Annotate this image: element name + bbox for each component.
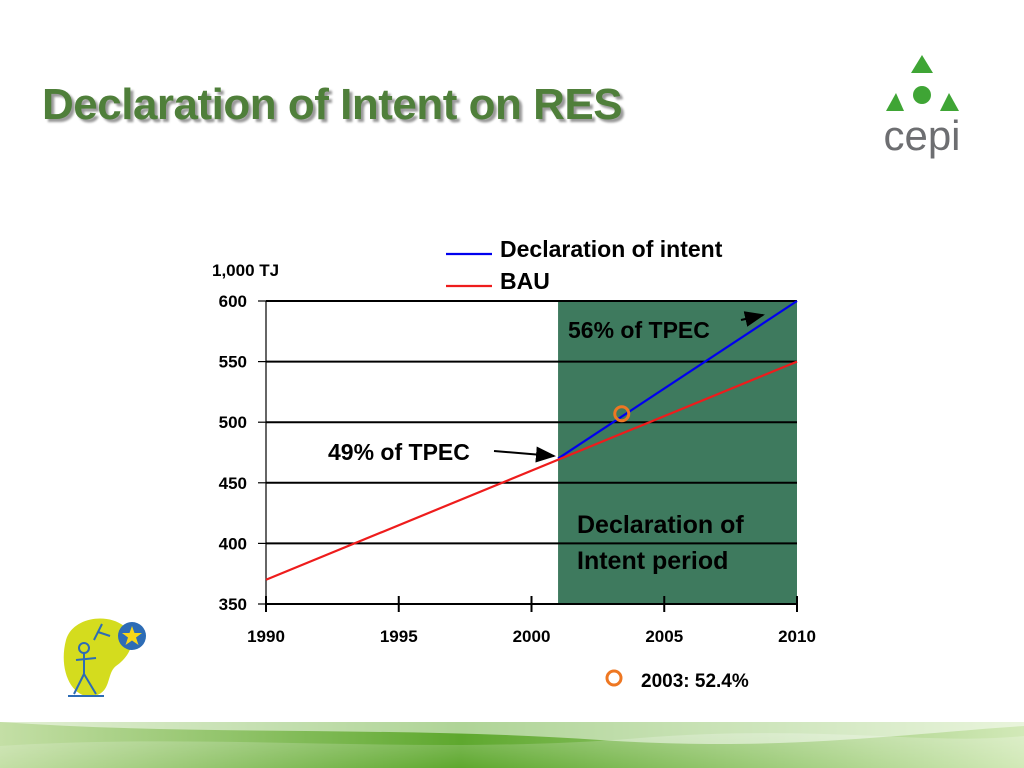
point-legend-label: 2003: 52.4% (641, 671, 749, 692)
logo-circle-icon (913, 86, 931, 104)
logo-blob-icon (63, 618, 132, 697)
y-axis-unit-label: 1,000 TJ (212, 261, 279, 280)
legend-label: BAU (500, 268, 550, 294)
legend: Declaration of intent BAU (446, 236, 723, 294)
series-line-bau (265, 360, 798, 581)
y-tick-label: 550 (219, 353, 247, 372)
region-label-line-1: Declaration of (577, 511, 744, 539)
region-label-line-2: Intent period (577, 547, 728, 575)
annotation-56-arrow (740, 311, 765, 327)
point-2003 (613, 405, 631, 423)
y-tick-label: 450 (219, 474, 247, 493)
logo-triangle-top-icon (911, 55, 933, 73)
y-tick-label: 600 (219, 292, 247, 311)
star-icon (122, 626, 142, 645)
slide-title: Declaration of Intent on RES (42, 80, 623, 129)
x-tick-label: 1995 (380, 627, 418, 646)
y-ticks: 350 400 450 500 550 600 (219, 292, 266, 614)
declaration-period-region (558, 301, 797, 604)
renewable-energy-logo (63, 618, 146, 697)
y-tick-label: 400 (219, 534, 247, 553)
footer-decoration (0, 722, 1024, 768)
x-tick-label: 2010 (778, 627, 816, 646)
x-tick-label: 2005 (645, 627, 683, 646)
y-tick-label: 500 (219, 413, 247, 432)
cepi-logo: cepi (883, 55, 961, 159)
annotation-56-tpec: 56% of TPEC (568, 317, 710, 343)
logo-triangle-left-icon (886, 93, 904, 111)
x-tick-label: 2000 (513, 627, 551, 646)
annotation-49-tpec: 49% of TPEC (328, 439, 470, 465)
y-tick-label: 350 (219, 595, 247, 614)
logo-text: cepi (883, 112, 960, 159)
annotation-49-arrow (493, 446, 556, 463)
legend-label: Declaration of intent (500, 236, 723, 262)
x-tick-label: 1990 (247, 627, 285, 646)
figure-icon (68, 623, 111, 697)
x-ticks: 1990 1995 2000 2005 2010 (247, 596, 816, 646)
series-lines (265, 300, 798, 581)
logo-triangle-right-icon (940, 93, 959, 111)
series-line-declaration (557, 300, 798, 460)
chart: 1990 1995 2000 2005 2010 350400450500550600 … (212, 236, 816, 692)
point-legend-marker (605, 669, 623, 687)
